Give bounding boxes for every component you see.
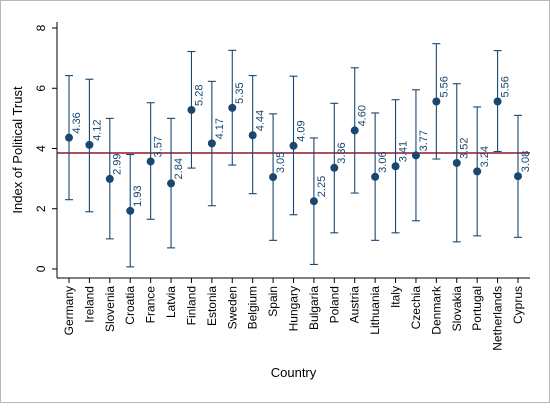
x-axis-label: Country xyxy=(271,365,317,380)
value-label-9: 4.44 xyxy=(255,110,267,131)
x-tick-label-5: Latvia xyxy=(164,286,178,318)
value-label-13: 3.36 xyxy=(336,142,348,163)
x-tick-label-19: Slovakia xyxy=(450,286,464,332)
data-point-7 xyxy=(207,139,216,148)
x-tick-label-17: Czechia xyxy=(409,286,423,330)
x-tick-label-20: Portugal xyxy=(470,286,484,331)
x-tick-label-6: Finland xyxy=(184,286,198,325)
value-label-17: 3.77 xyxy=(418,130,430,151)
data-point-5 xyxy=(167,179,176,188)
data-point-20 xyxy=(473,167,482,176)
y-axis-label: Index of Political Trust xyxy=(10,86,25,214)
x-tick-label-15: Lithuania xyxy=(368,286,382,335)
data-point-14 xyxy=(350,126,359,135)
data-point-19 xyxy=(452,158,461,167)
x-tick-label-4: France xyxy=(144,286,158,324)
value-label-22: 3.08 xyxy=(520,151,532,172)
value-label-14: 4.60 xyxy=(357,105,369,126)
value-label-7: 4.17 xyxy=(214,118,226,139)
x-tick-label-11: Hungary xyxy=(287,286,301,331)
value-label-18: 5.56 xyxy=(438,76,450,97)
y-tick-label: 0 xyxy=(34,265,48,272)
x-tick-label-12: Bulgaria xyxy=(307,286,321,330)
x-tick-labels: Germany Ireland Slovenia Croatia France Latvi… xyxy=(62,278,525,351)
data-point-18 xyxy=(432,97,441,106)
x-tick-label-7: Estonia xyxy=(205,286,219,326)
x-tick-label-13: Poland xyxy=(327,286,341,323)
x-tick-label-16: Italy xyxy=(389,286,403,308)
data-point-16 xyxy=(391,162,400,171)
value-label-2: 2.99 xyxy=(112,153,124,174)
value-label-6: 5.28 xyxy=(193,85,205,106)
data-point-0 xyxy=(65,133,73,142)
data-point-12 xyxy=(309,197,318,206)
x-tick-label-0: Germany xyxy=(62,286,76,335)
value-label-10: 3.05 xyxy=(275,152,287,173)
data-points xyxy=(65,97,522,215)
x-tick-label-1: Ireland xyxy=(82,286,96,323)
x-tick-label-18: Denmark xyxy=(429,285,443,335)
value-label-4: 3.57 xyxy=(153,136,165,157)
data-point-1 xyxy=(85,140,94,149)
data-point-9 xyxy=(248,131,257,140)
x-tick-label-8: Sweden xyxy=(225,286,239,329)
data-point-2 xyxy=(105,174,114,183)
value-label-21: 5.56 xyxy=(499,76,511,97)
x-tick-label-21: Netherlands xyxy=(491,286,505,351)
x-tick-label-3: Croatia xyxy=(123,286,137,325)
value-label-12: 2.25 xyxy=(316,176,328,197)
value-label-8: 5.35 xyxy=(234,82,246,103)
y-tick-label: 6 xyxy=(34,85,48,92)
value-label-16: 3.41 xyxy=(397,141,409,162)
data-point-4 xyxy=(146,157,155,166)
y-tick-label: 4 xyxy=(34,145,48,152)
value-label-11: 4.09 xyxy=(295,120,307,141)
data-point-13 xyxy=(330,163,339,172)
x-tick-label-14: Austria xyxy=(348,286,362,324)
x-tick-label-9: Belgium xyxy=(246,286,260,329)
value-label-1: 4.12 xyxy=(91,119,103,140)
x-tick-label-10: Spain xyxy=(266,286,280,317)
value-label-5: 2.84 xyxy=(173,158,185,179)
value-label-20: 3.24 xyxy=(479,146,491,167)
x-tick-label-22: Cyprus xyxy=(511,286,525,324)
value-label-15: 3.06 xyxy=(377,151,389,172)
data-point-6 xyxy=(187,105,196,114)
y-tick-label: 8 xyxy=(34,24,48,31)
data-point-10 xyxy=(269,173,278,182)
x-tick-label-2: Slovenia xyxy=(103,286,117,332)
data-point-11 xyxy=(289,141,298,150)
y-tick-label: 2 xyxy=(34,205,48,212)
value-label-0: 4.36 xyxy=(71,112,83,133)
data-point-8 xyxy=(228,103,237,112)
data-point-15 xyxy=(371,172,380,181)
value-label-3: 1.93 xyxy=(132,185,144,206)
data-point-21 xyxy=(493,97,502,106)
value-labels: 4.36 4.12 2.99 1.93 3.57 2.84 5.28 4.17 5.35 4.44… xyxy=(71,76,532,207)
data-point-3 xyxy=(126,206,135,215)
data-point-22 xyxy=(514,172,522,181)
data-point-17 xyxy=(411,151,420,160)
value-label-19: 3.52 xyxy=(459,138,471,159)
